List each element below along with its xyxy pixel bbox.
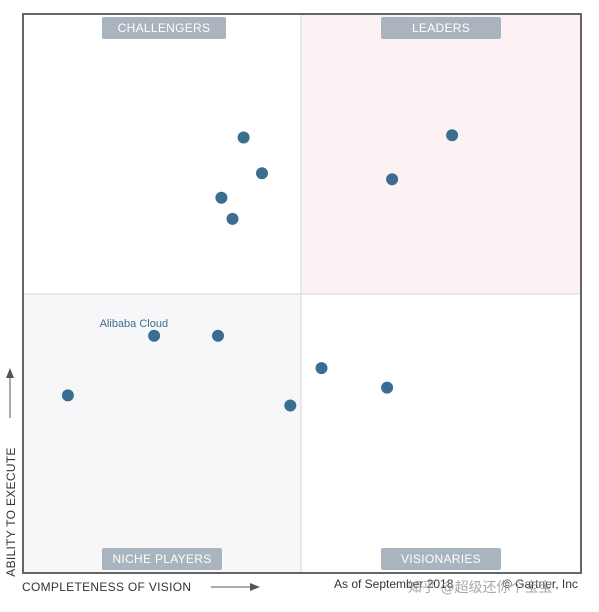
vendor-point-12 — [61, 389, 74, 402]
as-of-date: As of September 2018 — [334, 577, 454, 591]
vendor-point-3 — [237, 131, 250, 144]
quadrant-visionaries-bg — [301, 294, 580, 572]
niche-players-label: NICHE PLAYERS — [112, 552, 211, 566]
plot-border — [22, 13, 582, 574]
vendor-points: Alibaba Cloud — [61, 129, 459, 412]
vendor-point-6 — [226, 212, 239, 225]
vendor-point-7 — [148, 329, 161, 342]
copyright: © Gartner, Inc — [503, 577, 578, 591]
x-axis-title: COMPLETENESS OF VISION — [22, 580, 191, 594]
y-axis-arrow — [6, 368, 14, 418]
quadrant-label-visionaries: VISIONARIES — [381, 548, 501, 570]
vendor-point-5 — [215, 191, 228, 204]
vendor-point-9 — [315, 362, 328, 375]
quadrant-label-leaders: LEADERS — [381, 17, 501, 39]
quadrant-label-challengers: CHALLENGERS — [102, 17, 226, 39]
vendor-point-8 — [212, 329, 224, 342]
quadrant-leaders-bg — [301, 15, 580, 294]
vendor-point-4 — [256, 167, 268, 180]
challengers-label: CHALLENGERS — [118, 21, 211, 35]
y-axis-title: ABILITY TO EXECUTE — [4, 447, 18, 576]
visionaries-label: VISIONARIES — [401, 552, 481, 566]
quadrant-label-niche-players: NICHE PLAYERS — [102, 548, 222, 570]
vendor-point-10 — [381, 381, 394, 394]
vendor-point-2 — [386, 173, 399, 186]
quadrant-niche-bg — [24, 294, 301, 572]
vendor-point-1 — [446, 129, 459, 142]
watermark-text: 知乎 @超级还你个宝宝 — [408, 579, 552, 596]
leaders-label: LEADERS — [412, 21, 470, 35]
x-axis-arrow — [211, 583, 260, 591]
quadrant-challengers-bg — [24, 15, 301, 294]
vendor-point-11 — [284, 399, 297, 412]
vendor-label-7: Alibaba Cloud — [100, 318, 169, 330]
